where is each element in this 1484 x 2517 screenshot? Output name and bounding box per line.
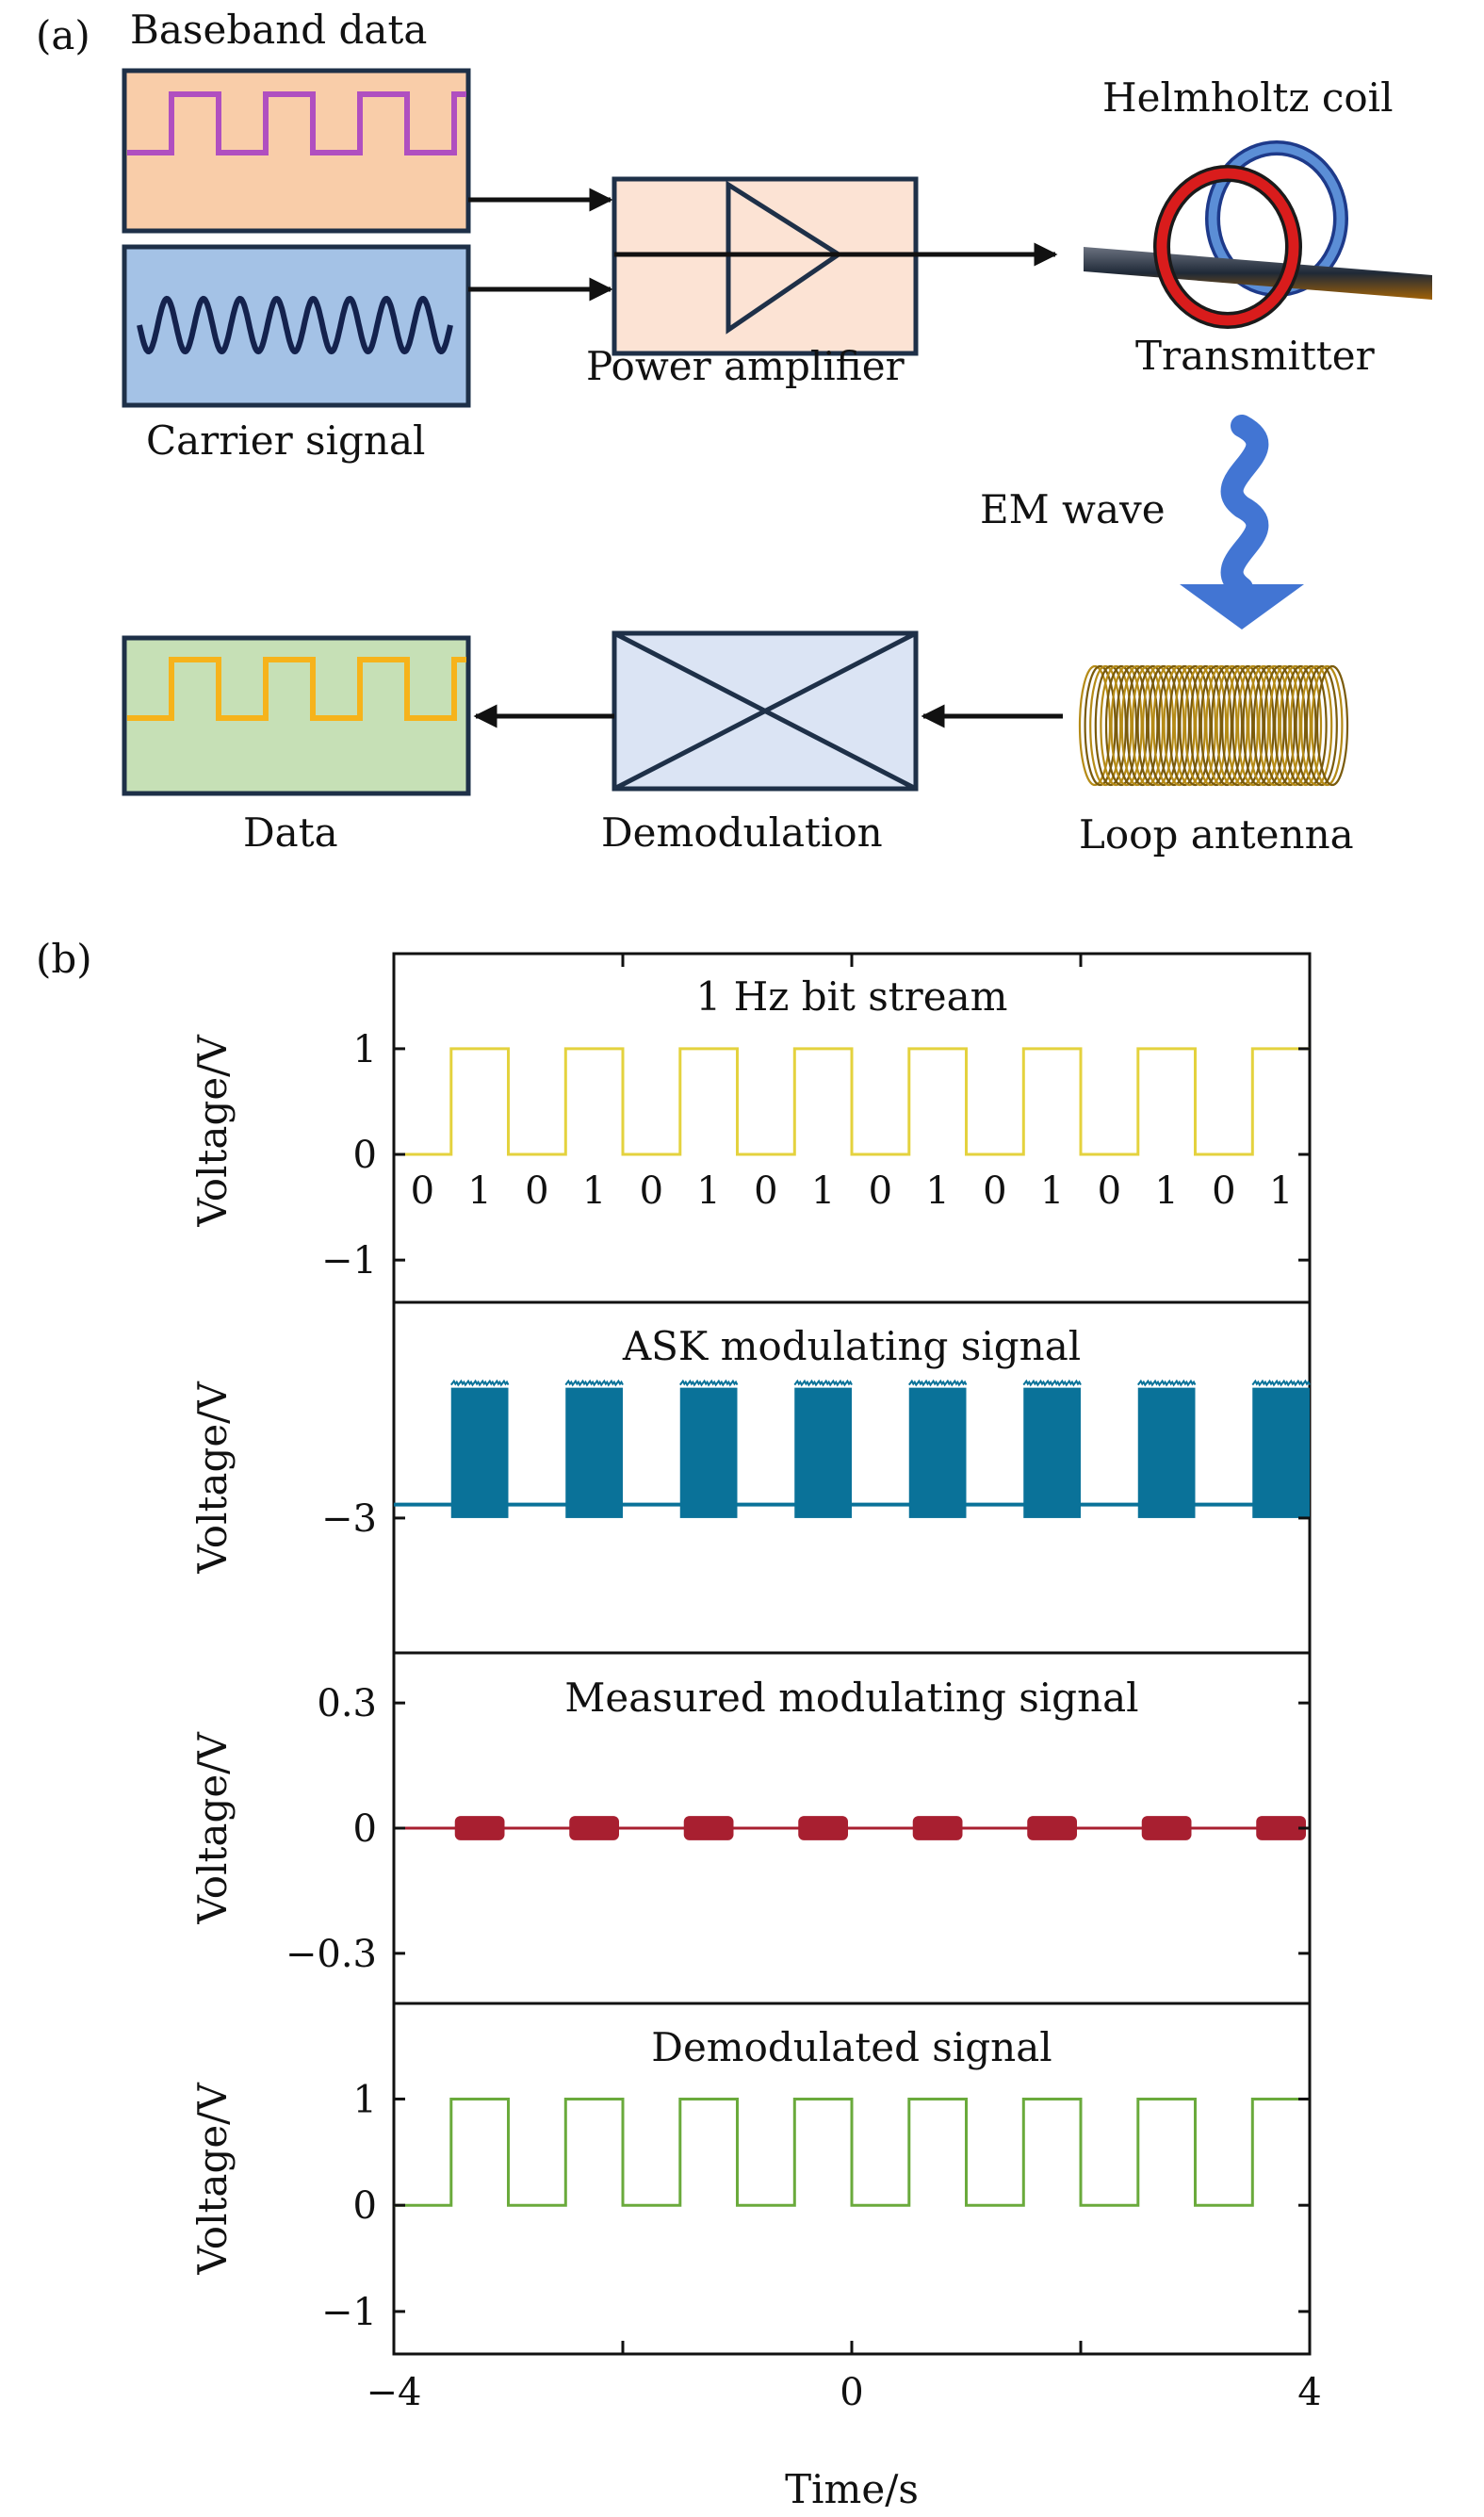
- ask-burst: [1137, 1387, 1196, 1518]
- measured-burst: [454, 1816, 505, 1840]
- ask-signal-marks: [394, 1379, 1311, 1518]
- panel-a-block-diagram: (a) Baseband data Carrier signal Power a…: [36, 7, 1432, 858]
- bit-stream-line: [394, 1047, 1310, 1156]
- transmitter-label: Transmitter: [1135, 333, 1376, 379]
- power-amplifier-label: Power amplifier: [586, 343, 905, 389]
- baseband-data-label: Baseband data: [130, 7, 427, 53]
- bit-label: 0: [525, 1169, 548, 1213]
- loop-antenna-icon: [1078, 664, 1349, 787]
- ask-burst: [1023, 1387, 1081, 1518]
- bit-label: 0: [754, 1169, 777, 1213]
- ask-burst-edge: [1137, 1379, 1197, 1387]
- measured-burst: [1141, 1816, 1192, 1840]
- baseband-square-wave: [127, 91, 466, 155]
- subplot-1-y-label: 1: [353, 1028, 377, 1071]
- demodulation-label: Demodulation: [601, 809, 883, 856]
- bit-label: 1: [467, 1169, 491, 1213]
- ask-burst-edge: [1022, 1379, 1082, 1387]
- em-wave-arrowhead: [1180, 584, 1304, 629]
- measured-burst: [798, 1816, 848, 1840]
- subplot-4-ylabel: Voltage/V: [189, 2083, 236, 2276]
- panel-b-label: (b): [36, 936, 92, 982]
- bit-label: 1: [811, 1169, 835, 1213]
- ask-burst: [908, 1387, 967, 1518]
- bit-label: 1: [925, 1169, 949, 1213]
- ask-burst: [1252, 1387, 1310, 1518]
- subplot-3-y-label: −0.3: [285, 1933, 377, 1976]
- amplifier-triangle-icon: [726, 180, 843, 335]
- bit-label: 1: [1154, 1169, 1178, 1213]
- demodulated-line: [394, 2098, 1310, 2207]
- x-tick-label: −4: [367, 2371, 422, 2414]
- ask-burst-edge: [679, 1379, 739, 1387]
- panel-a-label: (a): [36, 12, 90, 58]
- bit-label: 0: [411, 1169, 434, 1213]
- measured-burst: [569, 1816, 619, 1840]
- subplot-3-y-label: 0: [353, 1807, 377, 1851]
- bit-label: 0: [640, 1169, 663, 1213]
- x-axis: −4 0 4: [367, 954, 1322, 2414]
- subplot-2-y-label: −3: [321, 1497, 377, 1541]
- subplot-1-y-label: 0: [353, 1134, 377, 1177]
- bit-label: 0: [1098, 1169, 1121, 1213]
- ask-burst-edge: [564, 1379, 624, 1387]
- subplot-demodulated: Demodulated signal 1 0 −1 Voltage/V: [189, 2002, 1312, 2356]
- ask-burst: [679, 1387, 738, 1518]
- ask-burst: [794, 1387, 852, 1518]
- subplot-4-y-label: 1: [353, 2078, 377, 2121]
- subplot-1-y-label: −1: [321, 1239, 377, 1283]
- carrier-sine-wave: [137, 295, 453, 355]
- bit-label: 0: [869, 1169, 892, 1213]
- subplot-2-ylabel: Voltage/V: [189, 1381, 236, 1575]
- em-wave-icon: [1220, 415, 1269, 599]
- bit-label: 0: [983, 1169, 1006, 1213]
- bit-label: 1: [696, 1169, 720, 1213]
- ask-burst-edge: [450, 1379, 510, 1387]
- measured-signal-marks: [394, 1816, 1310, 1840]
- subplot-ask-modulating: ASK modulating signal −3 Voltage/V: [189, 1300, 1312, 1655]
- ask-burst: [565, 1387, 623, 1518]
- subplot-4-y-label: −1: [321, 2291, 377, 2334]
- em-wave-label: EM wave: [980, 486, 1166, 532]
- helmholtz-coil-label: Helmholtz coil: [1102, 74, 1394, 121]
- subplot-3-y-label: 0.3: [317, 1682, 377, 1725]
- x-tick-label: 0: [840, 2371, 863, 2414]
- measured-burst: [683, 1816, 734, 1840]
- ask-burst-edge: [908, 1379, 968, 1387]
- subplot-1-ylabel: Voltage/V: [189, 1035, 236, 1228]
- ask-burst-edge: [1251, 1379, 1311, 1387]
- subplot-2-title: ASK modulating signal: [622, 1323, 1081, 1369]
- subplot-4-y-label: 0: [353, 2184, 377, 2228]
- subplot-3-ylabel: Voltage/V: [189, 1732, 236, 1925]
- x-axis-title: Time/s: [785, 2466, 919, 2512]
- measured-burst: [912, 1816, 963, 1840]
- ask-burst: [450, 1387, 509, 1518]
- loop-antenna-label: Loop antenna: [1079, 811, 1354, 858]
- demod-cross-line-2: [612, 630, 918, 792]
- measured-burst: [1256, 1816, 1306, 1840]
- subplot-measured-modulating: Measured modulating signal 0.3 0 −0.3 Volt…: [189, 1651, 1312, 2005]
- subplot-4-title: Demodulated signal: [651, 2024, 1052, 2070]
- x-tick-label: 4: [1297, 2371, 1321, 2414]
- bit-label: 0: [1212, 1169, 1235, 1213]
- measured-burst: [1027, 1816, 1077, 1840]
- helmholtz-coil-icon: [1084, 140, 1432, 329]
- carrier-signal-label: Carrier signal: [146, 417, 425, 464]
- bit-label: 1: [1040, 1169, 1064, 1213]
- data-label: Data: [243, 809, 338, 856]
- data-square-wave: [127, 657, 466, 721]
- subplot-3-title: Measured modulating signal: [564, 1675, 1138, 1721]
- subplot-1-title: 1 Hz bit stream: [696, 973, 1008, 1020]
- bit-label: 1: [1269, 1169, 1293, 1213]
- bit-label: 1: [582, 1169, 606, 1213]
- ask-burst-edge: [793, 1379, 853, 1387]
